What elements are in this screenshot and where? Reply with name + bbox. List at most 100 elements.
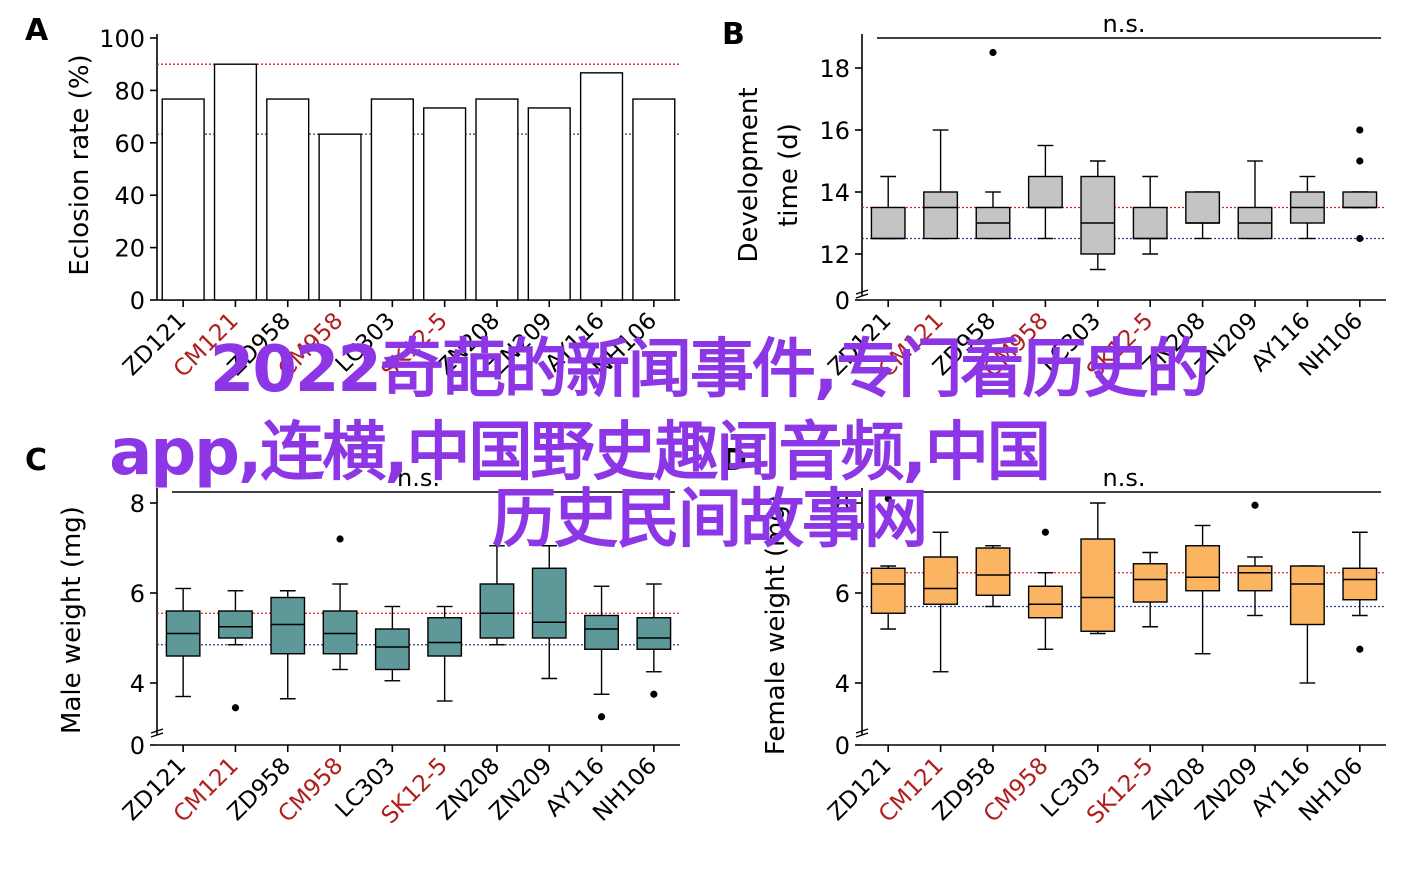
box-lc303 <box>374 605 410 682</box>
box-body <box>218 610 253 639</box>
outlier-point <box>597 713 606 721</box>
outlier-point <box>884 494 892 503</box>
y-tick-label: 12 <box>819 241 850 269</box>
panel-letter: C <box>25 443 47 478</box>
bar <box>370 98 414 301</box>
box-zn209 <box>1237 160 1273 240</box>
outlier-point <box>1251 501 1259 509</box>
y-axis-label: Eclosion rate (%) <box>65 54 95 275</box>
overlay-headline-line-2: app,连横,中国野史趣闻音频,中国 <box>109 416 1051 490</box>
box-body <box>427 617 463 657</box>
bar <box>632 98 676 301</box>
box-sk12-5 <box>1132 551 1168 628</box>
y-tick-label: 6 <box>130 580 145 608</box>
significance-label: n.s. <box>1103 10 1146 38</box>
outlier-point <box>231 704 240 712</box>
box-ay116 <box>1289 565 1325 684</box>
box-zn209 <box>1237 501 1273 617</box>
axis-break-mark <box>855 293 869 299</box>
box-body <box>1342 567 1378 601</box>
y-axis-label: Female weight (mg) <box>761 495 791 755</box>
y-axis-label: Development <box>734 87 764 262</box>
outlier-point <box>336 535 344 543</box>
box-zd121 <box>165 587 201 698</box>
box-body <box>636 617 672 650</box>
box-body <box>870 206 906 240</box>
box-body <box>923 191 959 240</box>
box-cm958 <box>1027 528 1063 650</box>
box-body <box>923 556 959 605</box>
overlay-headline-line-3: 历史民间故事网 <box>492 483 928 557</box>
box-body <box>1027 585 1063 619</box>
y-tick-label: 0 <box>130 732 145 760</box>
box-zd958 <box>270 590 306 700</box>
y-tick-label: 100 <box>99 25 145 53</box>
box-lc303 <box>1080 160 1116 271</box>
box-body <box>1237 565 1273 592</box>
bar <box>161 98 205 301</box>
outlier-point <box>1356 157 1364 165</box>
axis-break-mark <box>855 289 869 295</box>
box-ay116 <box>584 585 619 721</box>
y-tick-label: 16 <box>819 117 850 145</box>
outlier-point <box>1356 126 1364 134</box>
axis-break-mark <box>855 732 869 738</box>
outlier-point <box>1356 645 1364 653</box>
box-body <box>1289 565 1325 626</box>
box-body <box>1185 191 1221 224</box>
y-tick-label: 40 <box>114 182 145 210</box>
box-zn208 <box>479 545 515 646</box>
y-axis-label: time (d) <box>774 123 804 227</box>
box-body <box>479 583 515 639</box>
outlier-point <box>989 48 997 57</box>
box-body <box>1132 563 1168 603</box>
y-axis-label: Male weight (mg) <box>57 506 87 734</box>
axis-break-mark <box>150 732 164 738</box>
bar <box>266 98 310 301</box>
box-zd121 <box>870 175 906 240</box>
axis-break-mark <box>855 728 869 734</box>
y-tick-label: 0 <box>130 287 145 315</box>
box-sk12-5 <box>427 605 463 702</box>
box-nh106 <box>636 583 672 698</box>
box-body <box>1185 545 1221 592</box>
box-cm121 <box>923 531 959 673</box>
box-body <box>374 628 410 671</box>
bar <box>527 107 571 301</box>
y-tick-label: 0 <box>835 287 850 315</box>
y-tick-label: 20 <box>114 235 145 263</box>
y-tick-label: 14 <box>819 179 850 207</box>
box-cm958 <box>1027 144 1063 240</box>
box-ay116 <box>1289 175 1325 240</box>
box-body <box>1080 175 1116 255</box>
y-tick-label: 80 <box>114 77 145 105</box>
y-tick-label: 0 <box>835 732 850 760</box>
outlier-point <box>1041 528 1049 536</box>
bar <box>423 107 467 301</box>
box-cm121 <box>218 590 253 712</box>
outlier-point <box>650 690 658 698</box>
box-body <box>584 614 619 650</box>
panel-letter: A <box>25 13 49 48</box>
y-tick-label: 4 <box>835 670 850 698</box>
y-tick-label: 60 <box>114 130 145 158</box>
significance-label: n.s. <box>397 464 440 492</box>
box-sk12-5 <box>1132 175 1168 255</box>
significance-label: n.s. <box>1103 464 1146 492</box>
bar <box>213 63 258 301</box>
outlier-point <box>1356 234 1364 243</box>
bar <box>579 72 624 301</box>
y-tick-label: 6 <box>835 580 850 608</box>
box-zd121 <box>870 494 906 630</box>
y-tick-label: 8 <box>835 490 850 518</box>
box-zn208 <box>1185 524 1221 655</box>
box-body <box>975 547 1011 596</box>
box-body <box>1027 175 1063 209</box>
box-zd958 <box>975 545 1011 608</box>
box-body <box>322 610 358 655</box>
y-tick-label: 4 <box>130 670 145 698</box>
box-zn208 <box>1185 191 1221 240</box>
